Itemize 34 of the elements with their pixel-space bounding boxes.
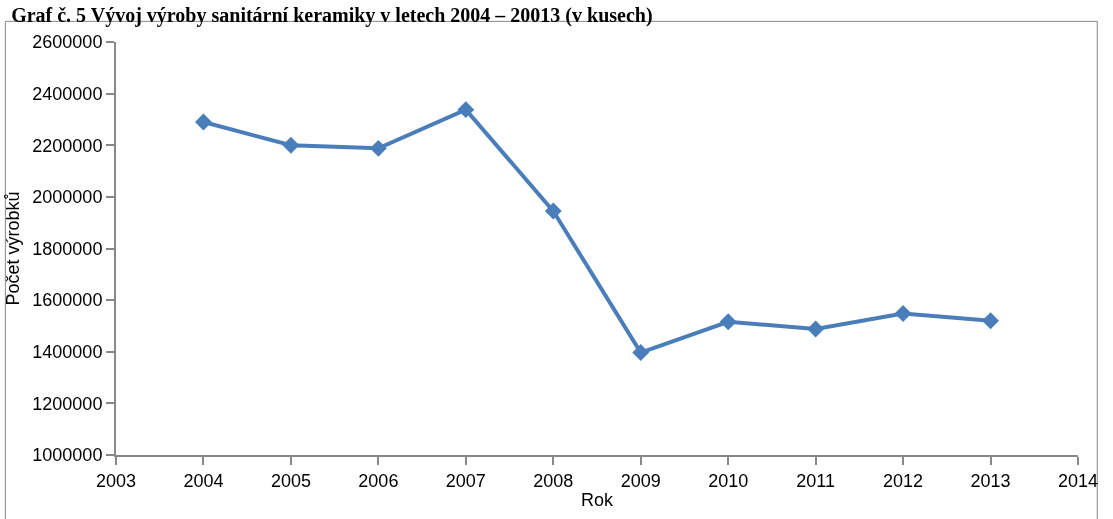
- point: [457, 101, 475, 119]
- point: [195, 113, 212, 131]
- point: [369, 139, 387, 157]
- y-tick-label: 2400000: [32, 83, 103, 104]
- y-tick-label: 2000000: [32, 187, 103, 208]
- y-tick-label: 2600000: [32, 32, 103, 53]
- y-tick-label: 1800000: [32, 238, 103, 259]
- point: [632, 344, 650, 361]
- y-axis-title: Počet výrobků: [3, 191, 24, 306]
- y-tick-label: 1600000: [32, 290, 103, 311]
- x-tick-label: 2012: [883, 470, 924, 491]
- point: [807, 320, 825, 338]
- point: [894, 305, 912, 322]
- chart-title: Graf č. 5 Vývoj výroby sanitární keramiky v letech 2004 – 20013 (v kusech): [11, 3, 653, 27]
- x-tick-label: 2010: [708, 470, 749, 491]
- point: [544, 202, 562, 220]
- x-tick-label: 2006: [358, 470, 399, 491]
- point: [282, 136, 300, 154]
- y-tick-label: 2200000: [32, 135, 103, 156]
- point: [982, 312, 999, 330]
- y-tick-label: 1000000: [32, 445, 103, 466]
- x-axis-title: Rok: [580, 490, 614, 511]
- x-tick-label: 2007: [445, 470, 486, 491]
- point: [719, 313, 737, 331]
- x-tick-label: 2014: [1057, 470, 1099, 491]
- x-tick-label: 2004: [183, 470, 224, 491]
- x-tick-label: 2003: [95, 470, 137, 491]
- x-tick-label: 2013: [970, 470, 1011, 491]
- y-tick-label: 1200000: [32, 393, 103, 414]
- y-tick-label: 1400000: [32, 342, 103, 363]
- x-tick-label: 2009: [620, 470, 661, 491]
- x-tick-label: 2011: [796, 470, 835, 491]
- x-tick-label: 2008: [533, 470, 574, 491]
- x-tick-label: 2005: [270, 470, 311, 491]
